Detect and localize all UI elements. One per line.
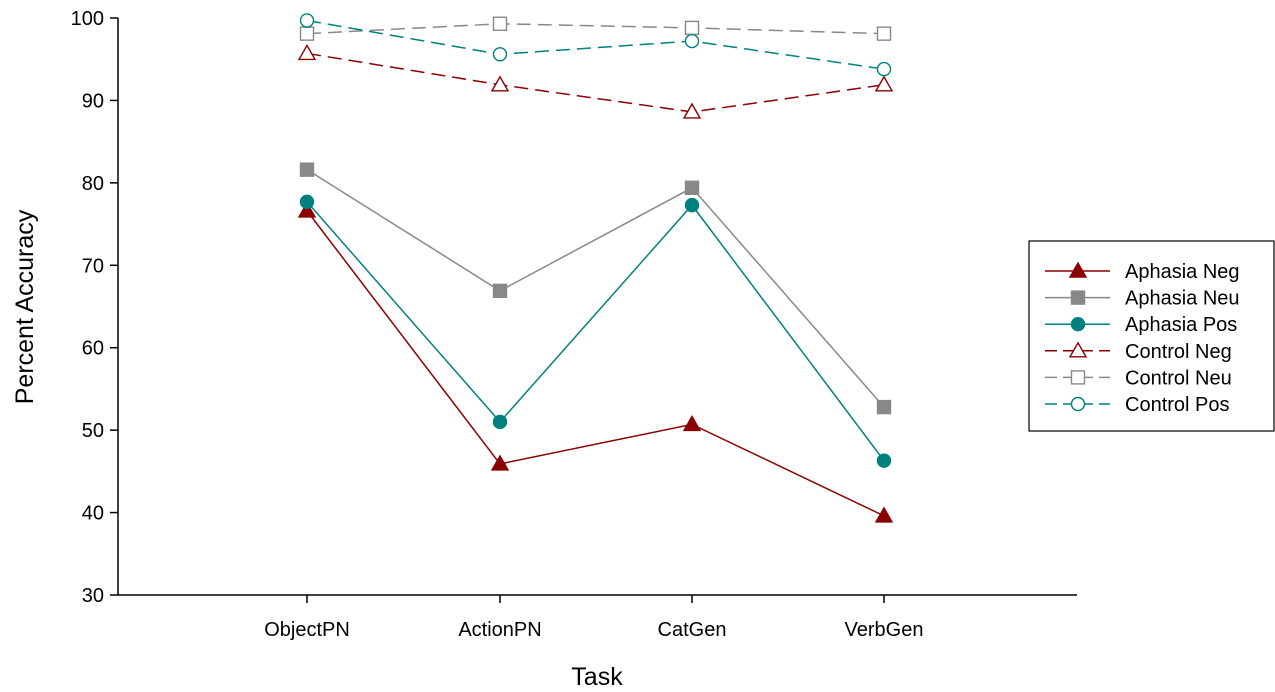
series-line (306, 19, 885, 70)
data-point (299, 26, 315, 41)
data-point (876, 26, 892, 41)
data-point (684, 20, 700, 36)
x-axis-title: Task (571, 663, 623, 691)
legend-item: Control Pos (1045, 394, 1230, 416)
x-tick-label: CatGen (658, 619, 727, 641)
y-tick-label: 70 (82, 255, 104, 277)
data-point (874, 506, 894, 523)
series-line (306, 210, 885, 517)
data-point (492, 47, 508, 62)
legend-label: Aphasia Neg (1125, 261, 1240, 283)
data-point (876, 453, 892, 468)
legend-item: Aphasia Neu (1045, 288, 1240, 310)
series-control-pos (299, 13, 892, 77)
data-point (876, 399, 892, 415)
data-point (492, 16, 508, 31)
series-control-neg (297, 44, 894, 119)
y-tick-label: 50 (82, 420, 104, 442)
y-axis-title: Percent Accuracy (11, 209, 39, 404)
legend-item: Control Neu (1045, 367, 1232, 389)
legend-item: Aphasia Neg (1045, 261, 1240, 283)
data-point (684, 180, 700, 196)
data-point (299, 194, 315, 210)
data-point (299, 162, 315, 177)
data-point (492, 283, 508, 299)
legend-label: Aphasia Pos (1125, 314, 1237, 336)
series-line (306, 52, 885, 113)
y-tick-label: 100 (71, 8, 104, 30)
series-aphasia-neu (299, 162, 892, 415)
y-tick-label: 80 (82, 173, 104, 195)
y-tick-label: 60 (82, 338, 104, 360)
legend-marker (1070, 396, 1086, 412)
data-point (299, 13, 315, 28)
x-tick-label: ObjectPN (264, 619, 350, 641)
y-tick-label: 30 (82, 585, 104, 607)
legend-label: Aphasia Neu (1125, 288, 1240, 310)
y-tick-label: 90 (82, 90, 104, 112)
data-point (297, 44, 317, 61)
data-point (490, 75, 510, 92)
series-control-neu (299, 16, 892, 41)
series-aphasia-pos (299, 194, 892, 468)
legend: Aphasia Neg Aphasia Neu Aphasia Pos Control… (1028, 240, 1275, 432)
series-layer (297, 13, 894, 523)
data-point (682, 102, 702, 119)
legend-marker (1070, 290, 1086, 305)
data-point (682, 414, 702, 432)
series-line (306, 201, 885, 462)
x-tick-label: ActionPN (458, 619, 541, 641)
x-tick-label: VerbGen (845, 619, 924, 641)
data-point (490, 454, 510, 471)
data-point (876, 61, 892, 77)
data-point (297, 201, 317, 218)
series-line (306, 169, 885, 408)
axes: 30 40 50 60 70 80 90 100 ObjectPN ActionPN CatGen V… (71, 8, 1077, 641)
legend-item: Control Neg (1045, 341, 1232, 363)
legend-marker (1070, 370, 1086, 385)
legend-item: Aphasia Pos (1045, 314, 1237, 336)
y-tick-label: 40 (82, 503, 104, 525)
legend-label: Control Neg (1125, 341, 1232, 363)
data-point (874, 75, 894, 92)
series-line (306, 23, 885, 35)
data-point (492, 414, 508, 430)
legend-label: Control Pos (1125, 394, 1230, 416)
series-aphasia-neg (297, 201, 894, 523)
legend-marker (1068, 261, 1088, 278)
legend-box (1028, 240, 1275, 432)
legend-marker (1070, 317, 1086, 332)
data-point (684, 197, 700, 213)
legend-marker (1068, 341, 1088, 358)
legend-label: Control Neu (1125, 367, 1232, 389)
data-point (684, 33, 700, 49)
